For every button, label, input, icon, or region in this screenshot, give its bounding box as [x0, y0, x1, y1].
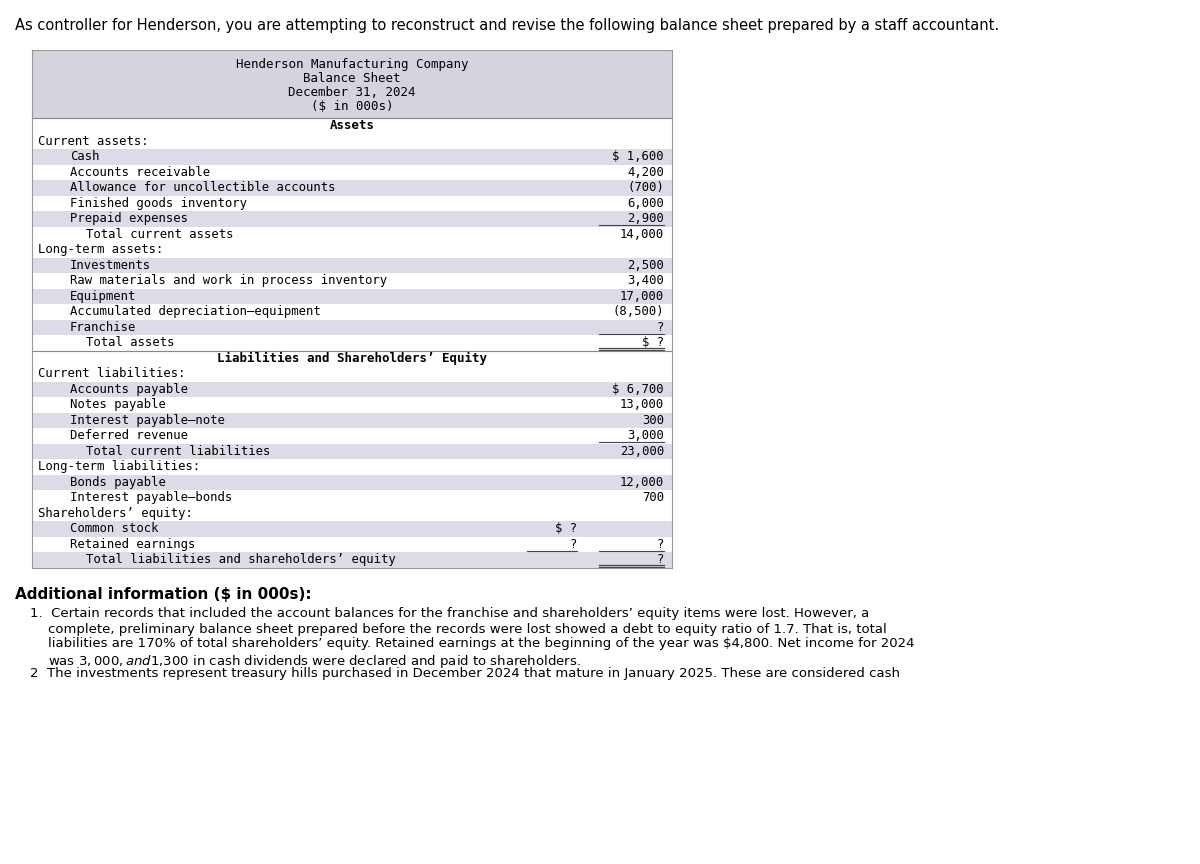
Text: Shareholders’ equity:: Shareholders’ equity:: [38, 507, 193, 520]
Text: Equipment: Equipment: [70, 289, 137, 302]
Text: $ 1,600: $ 1,600: [612, 150, 664, 163]
Text: 2  The investments represent treasury hills purchased in December 2024 that matu: 2 The investments represent treasury hil…: [30, 668, 900, 681]
Text: Investments: Investments: [70, 258, 151, 272]
Text: Bonds payable: Bonds payable: [70, 476, 166, 489]
Text: Assets: Assets: [330, 119, 374, 132]
Bar: [32, 474, 672, 490]
Text: Accounts receivable: Accounts receivable: [70, 166, 210, 179]
Text: Total current assets: Total current assets: [86, 228, 234, 241]
Text: (8,500): (8,500): [612, 305, 664, 318]
Bar: [32, 289, 672, 304]
Text: Allowance for uncollectible accounts: Allowance for uncollectible accounts: [70, 181, 336, 194]
Text: 4,200: 4,200: [628, 166, 664, 179]
Text: $ ?: $ ?: [554, 522, 577, 536]
Text: $ ?: $ ?: [642, 336, 664, 349]
Text: Cash: Cash: [70, 150, 100, 163]
Text: 3,400: 3,400: [628, 274, 664, 287]
Text: Current assets:: Current assets:: [38, 135, 149, 148]
Bar: [32, 149, 672, 164]
Text: was $3,000, and $1,300 in cash dividends were declared and paid to shareholders.: was $3,000, and $1,300 in cash dividends…: [48, 652, 581, 670]
Text: 1.  Certain records that included the account balances for the franchise and sha: 1. Certain records that included the acc…: [30, 607, 869, 620]
Text: Interest payable–note: Interest payable–note: [70, 414, 224, 427]
Text: Long-term assets:: Long-term assets:: [38, 244, 163, 257]
Text: Accumulated depreciation–equipment: Accumulated depreciation–equipment: [70, 305, 320, 318]
Bar: [32, 443, 672, 459]
Bar: [32, 50, 672, 118]
Bar: [32, 382, 672, 397]
Text: 12,000: 12,000: [619, 476, 664, 489]
Bar: [32, 320, 672, 335]
Text: 700: 700: [642, 492, 664, 505]
Text: complete, preliminary balance sheet prepared before the records were lost showed: complete, preliminary balance sheet prep…: [48, 622, 887, 636]
Text: Henderson Manufacturing Company: Henderson Manufacturing Company: [235, 58, 468, 71]
Text: ?: ?: [656, 553, 664, 566]
Bar: [32, 180, 672, 195]
Bar: [32, 211, 672, 226]
Text: (700): (700): [628, 181, 664, 194]
Text: ?: ?: [656, 537, 664, 550]
Text: ?: ?: [570, 537, 577, 550]
Text: Retained earnings: Retained earnings: [70, 537, 196, 550]
Text: As controller for Henderson, you are attempting to reconstruct and revise the fo: As controller for Henderson, you are att…: [14, 18, 1000, 33]
Text: Liabilities and Shareholders’ Equity: Liabilities and Shareholders’ Equity: [217, 352, 487, 365]
Text: December 31, 2024: December 31, 2024: [288, 86, 415, 99]
Text: liabilities are 170% of total shareholders’ equity. Retained earnings at the beg: liabilities are 170% of total shareholde…: [48, 638, 914, 651]
Bar: [32, 257, 672, 273]
Text: 13,000: 13,000: [619, 398, 664, 411]
Text: Total current liabilities: Total current liabilities: [86, 445, 270, 458]
Text: Common stock: Common stock: [70, 522, 158, 536]
Text: Long-term liabilities:: Long-term liabilities:: [38, 461, 200, 473]
Text: 17,000: 17,000: [619, 289, 664, 302]
Text: ($ in 000s): ($ in 000s): [311, 100, 394, 113]
Text: Deferred revenue: Deferred revenue: [70, 429, 188, 442]
Text: 6,000: 6,000: [628, 197, 664, 210]
Text: ?: ?: [656, 321, 664, 334]
Text: 3,000: 3,000: [628, 429, 664, 442]
Text: Franchise: Franchise: [70, 321, 137, 334]
Text: $ 6,700: $ 6,700: [612, 383, 664, 396]
Text: Notes payable: Notes payable: [70, 398, 166, 411]
Text: 14,000: 14,000: [619, 228, 664, 241]
Text: 2,900: 2,900: [628, 213, 664, 226]
Text: Raw materials and work in process inventory: Raw materials and work in process invent…: [70, 274, 388, 287]
Text: 2,500: 2,500: [628, 258, 664, 272]
Bar: [32, 552, 672, 568]
Text: Total liabilities and shareholders’ equity: Total liabilities and shareholders’ equi…: [86, 553, 396, 566]
Text: 23,000: 23,000: [619, 445, 664, 458]
Text: Finished goods inventory: Finished goods inventory: [70, 197, 247, 210]
Text: Balance Sheet: Balance Sheet: [304, 72, 401, 85]
Text: Accounts payable: Accounts payable: [70, 383, 188, 396]
Text: Current liabilities:: Current liabilities:: [38, 367, 186, 380]
Text: 300: 300: [642, 414, 664, 427]
Text: Additional information ($ in 000s):: Additional information ($ in 000s):: [14, 588, 312, 602]
Bar: [32, 412, 672, 428]
Text: Interest payable–bonds: Interest payable–bonds: [70, 492, 233, 505]
Bar: [32, 521, 672, 537]
Text: Prepaid expenses: Prepaid expenses: [70, 213, 188, 226]
Text: Total assets: Total assets: [86, 336, 174, 349]
